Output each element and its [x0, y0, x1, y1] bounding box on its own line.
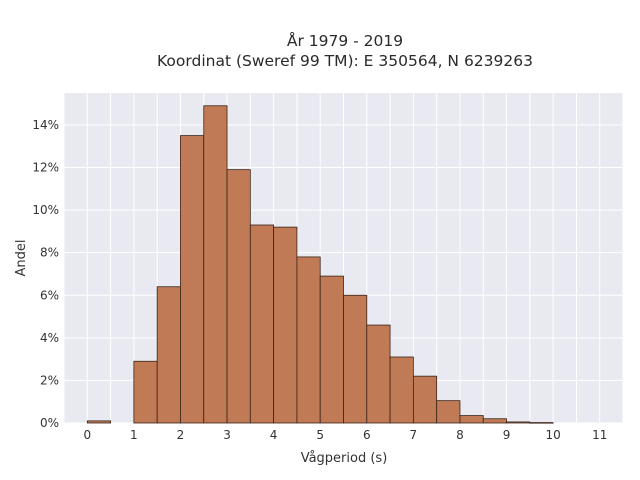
- y-tick-label: 12%: [32, 161, 59, 175]
- x-tick-labels: 0 1 2 3 4 5 6 7 8 9 10 11: [83, 428, 607, 442]
- y-tick-label: 14%: [32, 118, 59, 132]
- histogram-bar: [156, 286, 181, 424]
- histogram-bar: [226, 169, 251, 424]
- histogram-bar: [296, 256, 321, 424]
- y-axis-label: Andel: [14, 240, 29, 277]
- histogram-bar: [133, 360, 158, 424]
- x-tick-label: 7: [410, 428, 418, 442]
- x-tick-label: 10: [545, 428, 560, 442]
- histogram-bar: [319, 275, 344, 424]
- x-tick-label: 4: [270, 428, 278, 442]
- histogram-bar: [529, 422, 554, 424]
- y-tick-label: 8%: [40, 246, 59, 260]
- histogram-bar: [412, 375, 438, 424]
- histogram-bar: [459, 415, 484, 424]
- y-tick-label: 2%: [40, 373, 59, 387]
- y-tick-label: 6%: [40, 288, 59, 302]
- x-tick-label: 1: [130, 428, 138, 442]
- x-axis-label: Vågperiod (s): [301, 451, 388, 466]
- x-tick-label: 9: [503, 428, 511, 442]
- histogram-bar: [482, 418, 507, 424]
- histogram-bar: [506, 421, 531, 424]
- chart-subtitle: Koordinat (Sweref 99 TM): E 350564, N 62…: [157, 52, 533, 70]
- histogram-bar: [343, 294, 368, 424]
- y-tick-label: 0%: [40, 416, 59, 430]
- x-tick-label: 11: [592, 428, 607, 442]
- chart-title: År 1979 - 2019: [287, 31, 403, 50]
- histogram-bar: [249, 224, 275, 424]
- histogram-bar: [180, 135, 205, 424]
- x-tick-label: 8: [456, 428, 464, 442]
- histogram-bars: [86, 105, 554, 424]
- histogram-bar: [436, 400, 461, 424]
- x-tick-label: 6: [363, 428, 371, 442]
- histogram-bar: [203, 105, 228, 424]
- y-tick-labels: 0% 2% 4% 6% 8% 10% 12% 14%: [32, 118, 59, 430]
- y-tick-label: 10%: [32, 203, 59, 217]
- histogram-bar: [389, 356, 414, 424]
- x-tick-label: 3: [223, 428, 231, 442]
- x-tick-label: 0: [83, 428, 91, 442]
- histogram-bar: [273, 226, 298, 424]
- x-tick-label: 2: [177, 428, 185, 442]
- histogram-bar: [86, 420, 111, 424]
- x-tick-label: 5: [316, 428, 324, 442]
- histogram-bar: [366, 324, 391, 424]
- y-tick-label: 4%: [40, 331, 59, 345]
